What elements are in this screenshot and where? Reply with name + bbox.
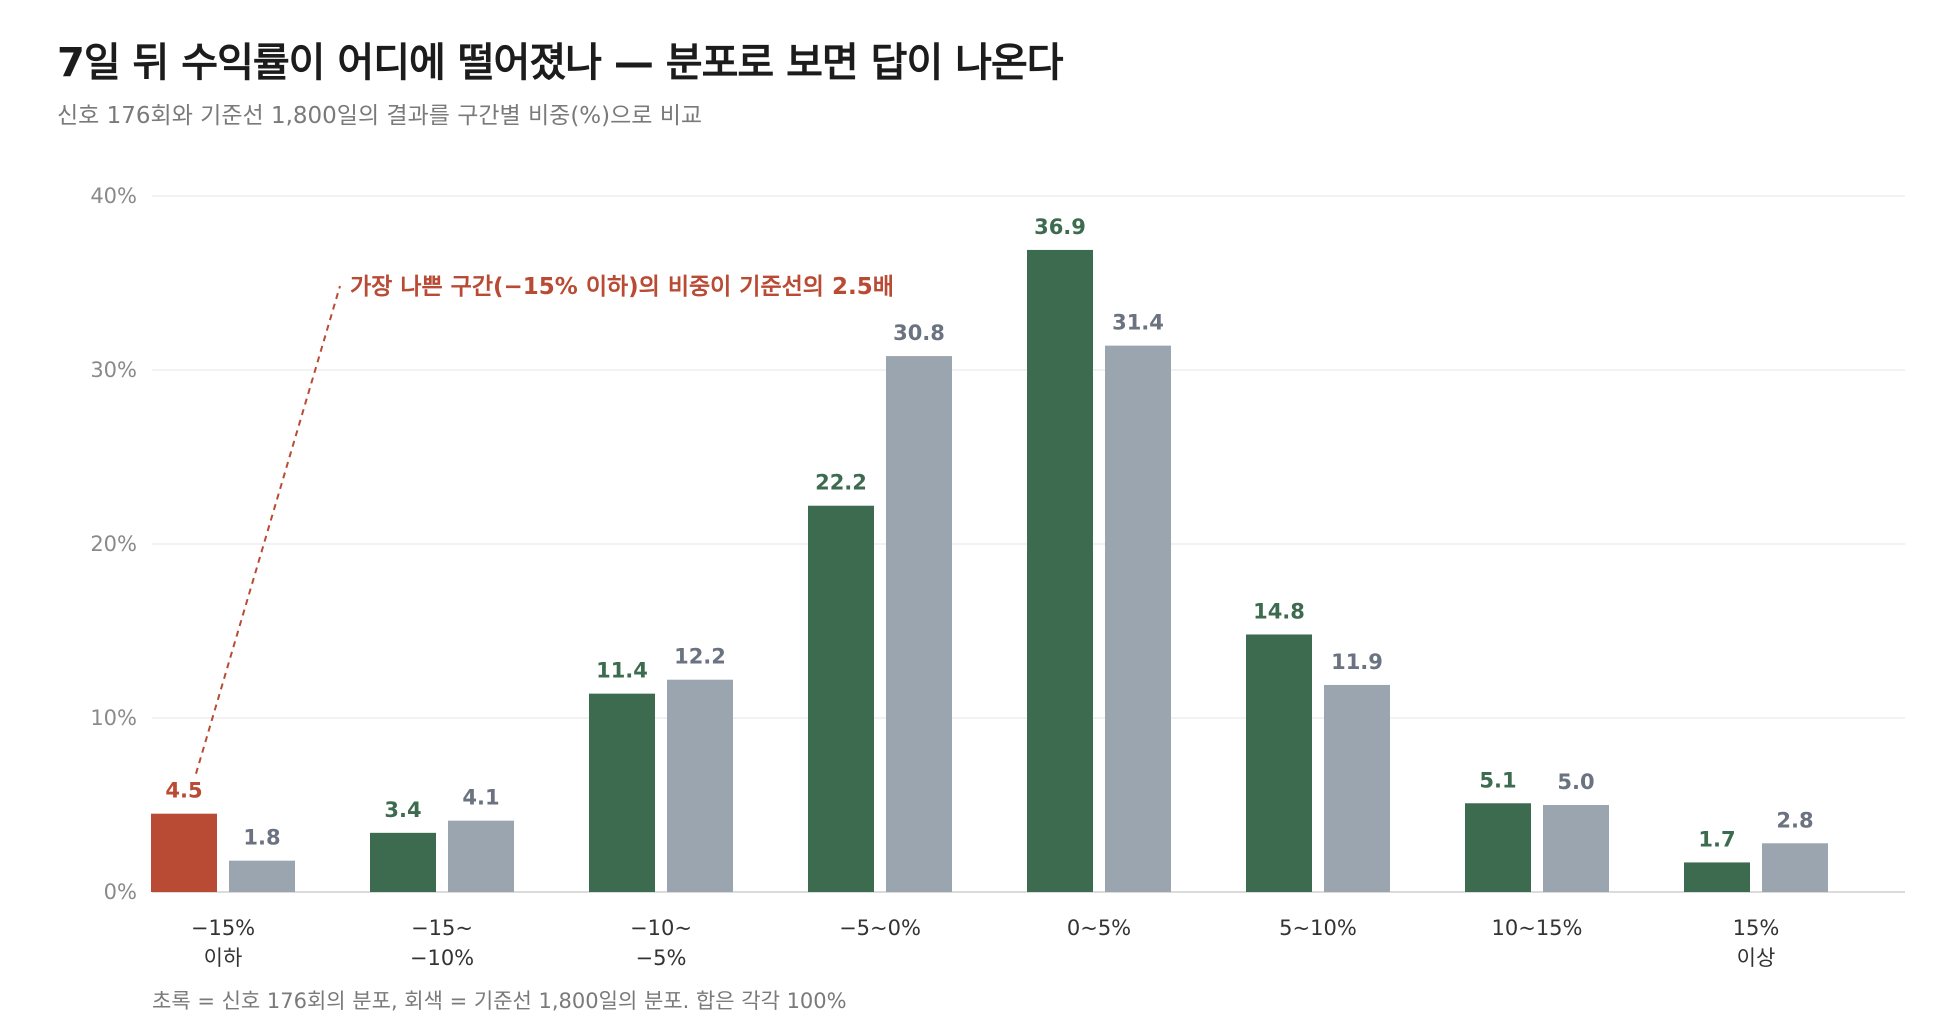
data-label-signal: 11.4: [596, 659, 648, 683]
x-tick-label: 15%: [1733, 916, 1780, 940]
bar-signal: [1246, 634, 1312, 892]
x-tick-label: −5~0%: [839, 916, 921, 940]
x-tick-label: 0~5%: [1067, 916, 1131, 940]
y-tick-label: 0%: [104, 880, 137, 904]
x-tick-label: −5%: [636, 946, 687, 970]
annotation-leader-line: [195, 285, 341, 774]
bar-baseline: [1105, 345, 1171, 892]
annotation-text: 가장 나쁜 구간(−15% 이하)의 비중이 기준선의 2.5배: [350, 274, 894, 300]
data-label-signal: 1.7: [1698, 827, 1735, 851]
bar-signal: [151, 813, 217, 892]
chart-title: 7일 뒤 수익률이 어디에 떨어졌나 — 분포로 보면 답이 나온다: [57, 40, 1064, 86]
x-tick-label: −10%: [410, 946, 474, 970]
chart-footnote: 초록 = 신호 176회의 분포, 회색 = 기준선 1,800일의 분포. 합…: [152, 989, 847, 1013]
data-label-signal: 14.8: [1253, 599, 1305, 623]
data-label-baseline: 2.8: [1776, 808, 1813, 832]
bar-signal: [370, 832, 436, 892]
bar-signal: [808, 505, 874, 892]
data-label-baseline: 31.4: [1112, 311, 1164, 335]
x-tick-label: −15%: [191, 916, 255, 940]
bar-baseline: [229, 860, 295, 892]
data-label-baseline: 1.8: [243, 826, 280, 850]
bar-signal: [1465, 803, 1531, 892]
x-tick-label: 이상: [1737, 946, 1776, 970]
bar-baseline: [886, 356, 952, 893]
data-label-baseline: 4.1: [462, 786, 499, 810]
bar-signal: [1027, 249, 1093, 892]
data-label-baseline: 5.0: [1557, 770, 1594, 794]
data-label-signal: 3.4: [384, 798, 421, 822]
x-tick-label: 5~10%: [1279, 916, 1357, 940]
x-tick-label: −10~: [630, 916, 692, 940]
bar-signal: [589, 693, 655, 892]
bar-baseline: [448, 820, 514, 892]
data-label-baseline: 11.9: [1331, 650, 1383, 674]
data-label-signal: 4.5: [165, 779, 202, 803]
x-tick-label: 이하: [204, 946, 243, 970]
data-label-signal: 36.9: [1034, 215, 1086, 239]
data-label-signal: 22.2: [815, 471, 867, 495]
y-tick-label: 10%: [90, 706, 137, 730]
x-tick-label: 10~15%: [1492, 916, 1583, 940]
y-tick-label: 20%: [90, 532, 137, 556]
chart-subtitle: 신호 176회와 기준선 1,800일의 결과를 구간별 비중(%)으로 비교: [57, 103, 703, 129]
y-tick-label: 30%: [90, 358, 137, 382]
y-tick-label: 40%: [90, 184, 137, 208]
bar-baseline: [1324, 684, 1390, 892]
bar-baseline: [1543, 805, 1609, 892]
bar-baseline: [1762, 843, 1828, 892]
data-label-baseline: 30.8: [893, 321, 945, 345]
bar-signal: [1684, 862, 1750, 892]
data-label-baseline: 12.2: [674, 645, 726, 669]
data-label-signal: 5.1: [1479, 768, 1516, 792]
bar-baseline: [667, 679, 733, 892]
x-tick-label: −15~: [411, 916, 473, 940]
